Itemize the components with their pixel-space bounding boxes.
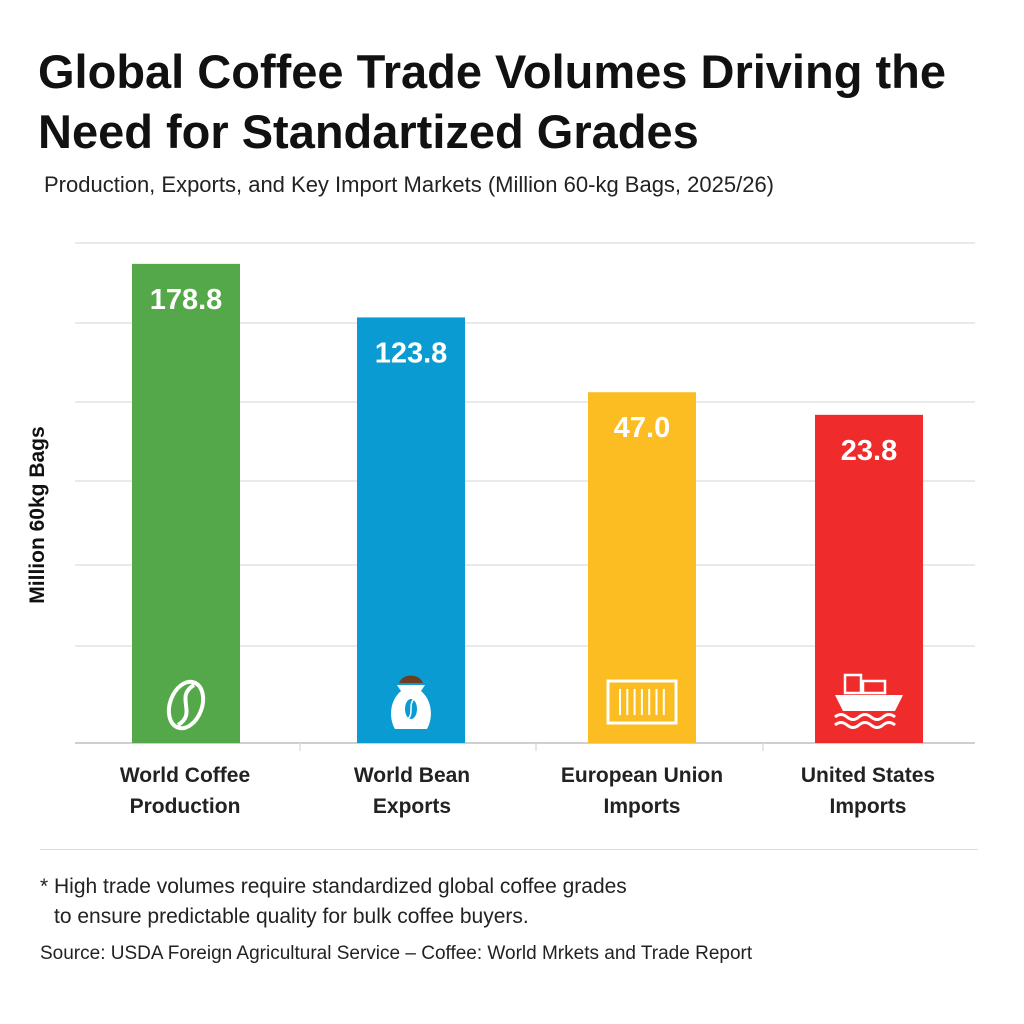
data-label: 123.8 — [375, 337, 448, 369]
bar — [132, 263, 240, 743]
chart-subtitle: Production, Exports, and Key Import Mark… — [44, 172, 775, 197]
coffee-bean-icon — [166, 679, 206, 731]
bar — [588, 392, 696, 743]
source-note: Source: USDA Foreign Agricultural Servic… — [40, 943, 753, 964]
x-tick-label: World Bean Exports — [353, 764, 471, 818]
bar — [357, 317, 465, 743]
data-label: 47.0 — [614, 412, 670, 444]
data-label: 178.8 — [150, 284, 223, 316]
data-label: 23.8 — [841, 435, 897, 467]
x-tick-label: World Coffee Production — [119, 764, 251, 818]
cargo-ship-icon — [834, 673, 903, 729]
shipping-container-icon — [606, 679, 678, 725]
x-tick-label: United States Imports — [800, 764, 936, 818]
coffee-sack-icon — [391, 675, 431, 729]
footnote-line: to ensure predictable quality for bulk c… — [54, 905, 529, 928]
divider — [40, 849, 978, 850]
footnote-line: * High trade volumes require standardize… — [40, 875, 627, 898]
bar — [815, 414, 923, 743]
footnote: * High trade volumes require standardize… — [40, 872, 627, 932]
x-tick-label: European Union Imports — [560, 764, 724, 818]
chart-title: Global Coffee Trade Volumes Driving the … — [38, 45, 946, 158]
